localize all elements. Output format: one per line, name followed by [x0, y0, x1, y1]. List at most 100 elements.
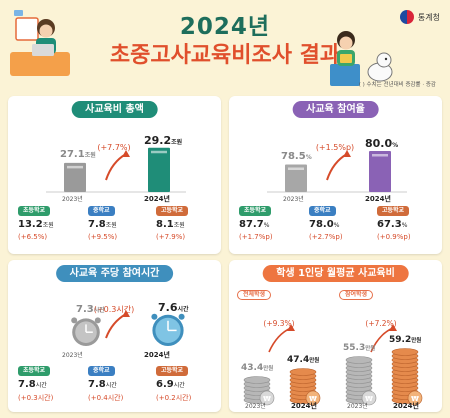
card-total-cost: 사교육비 총액 (+7.7%) 27.1조원 29.2조원 2023년 2024…: [8, 96, 221, 254]
student-with-dog-illustration: [330, 31, 393, 86]
survey-title: 초중고사교육비조사 결과: [109, 43, 341, 68]
won-coin-icon: [407, 390, 423, 406]
change-note: ( ) 수치는 전년대비 증감률 · 증감: [358, 82, 436, 88]
bar-highlight: [151, 150, 167, 154]
year-prev-label: 2023년: [62, 196, 83, 203]
bar-2023년: [285, 164, 307, 192]
coin-stack-2023년: [243, 376, 271, 384]
school-value: 78.0%: [309, 219, 340, 230]
bar-highlight: [67, 165, 83, 169]
monthly-year-label: 2024년: [291, 402, 317, 410]
school-change: (+7.9%): [156, 233, 186, 241]
agency-emblem-icon: [399, 10, 414, 24]
school-change: (+9.5%): [88, 233, 118, 241]
header: 2024년 초중고사교육비조사 결과 통계청 ( ) 수치는 전년대비 증감률 …: [0, 0, 450, 92]
school-value: 7.8시간: [88, 379, 117, 390]
card-title: 사교육비 총액: [71, 101, 158, 118]
coin-stack-2024년: [289, 368, 317, 376]
year-title: 2024년: [179, 14, 271, 40]
student-with-laptop-illustration: [10, 10, 70, 76]
school-label: 고등학교: [156, 206, 189, 216]
monthly-year-label: 2023년: [245, 403, 266, 410]
won-coin-icon: [361, 390, 377, 406]
card-weekly-hours: 사교육 주당 참여시간 (+0.3시간) 7.3시간 7.6시간 2023년 2…: [8, 260, 221, 412]
card-title: 사교육 주당 참여시간: [55, 265, 174, 282]
clock-bell: [151, 313, 158, 320]
participation-labels: 78.5% 80.0% 2023년 2024년: [229, 96, 442, 206]
school-label: 고등학교: [156, 366, 189, 376]
increase-arrow-head: [122, 150, 130, 157]
year-prev-label: 2023년: [62, 352, 83, 359]
value-curr: 80.0%: [365, 137, 399, 150]
won-symbol: ₩: [365, 395, 373, 403]
monthly-change-label: (+7.2%): [365, 319, 396, 328]
increase-arrow-head: [287, 324, 295, 331]
value-prev: 78.5%: [281, 150, 312, 162]
agency-name: 통계청: [417, 12, 440, 22]
school-change: (+1.7%p): [239, 233, 273, 241]
school-label: 중학교: [88, 206, 115, 216]
monthly-value: 59.2만원: [389, 334, 422, 345]
card-title: 사교육 참여율: [292, 101, 379, 118]
year-curr-label: 2024년: [144, 351, 170, 359]
weekly-hours-labels: 7.3시간 7.6시간 2023년 2024년: [8, 260, 221, 360]
school-change: (+0.9%p): [377, 233, 411, 241]
monthly-value: 47.4만원: [287, 354, 320, 365]
value-prev: 7.3시간: [76, 304, 105, 316]
card-participation: 사교육 참여율 (+1.5%p) 78.5% 80.0% 2023년 2024년…: [229, 96, 442, 254]
change-label: (+1.5%p): [316, 143, 354, 152]
bar-2024년: [148, 147, 170, 192]
school-change: (+0.3시간): [18, 394, 54, 402]
weekly-hours-chart: (+0.3시간): [71, 304, 185, 346]
monthly-year-label: 2023년: [347, 403, 368, 410]
school-value: 67.3%: [377, 219, 408, 230]
won-coin-icon: [305, 390, 321, 406]
school-label: 초등학교: [239, 206, 272, 216]
year-prev-label: 2023년: [283, 196, 304, 203]
school-value: 87.7%: [239, 219, 270, 230]
change-label: (+7.7%): [97, 143, 130, 152]
bar-2024년: [369, 151, 391, 192]
school-label: 초등학교: [18, 366, 51, 376]
change-label: (+0.3시간): [94, 304, 134, 314]
year-curr-label: 2024년: [144, 195, 170, 203]
bar-highlight: [372, 154, 388, 157]
school-change: (+2.7%p): [309, 233, 343, 241]
coin-stack-2023년: [345, 356, 373, 364]
participation-chart: (+1.5%p): [267, 143, 407, 193]
monthly-year-label: 2024년: [393, 402, 419, 410]
total-cost-labels: 27.1조원 29.2조원 2023년 2024년: [8, 96, 221, 206]
clock-bell: [94, 317, 101, 324]
won-symbol: ₩: [309, 395, 317, 403]
school-value: 8.1조원: [156, 219, 185, 230]
school-change: (+0.2시간): [156, 394, 192, 402]
bar-2023년: [64, 162, 86, 192]
increase-arrow-head: [122, 310, 130, 317]
won-symbol: ₩: [411, 395, 419, 403]
total-cost-chart: (+7.7%): [46, 143, 186, 193]
school-change: (+6.5%): [18, 233, 48, 241]
value-curr: 7.6시간: [158, 300, 189, 314]
increase-arrow-head: [343, 150, 351, 157]
monthly-cost-chart: ₩ ₩ (+9.3%) ₩ ₩ (+7.2%): [243, 319, 423, 406]
school-value: 7.8시간: [18, 379, 47, 390]
school-value: 13.2조원: [18, 219, 54, 230]
increase-arrow-head: [389, 324, 397, 331]
school-value: 6.9시간: [156, 379, 185, 390]
monthly-value: 43.4만원: [241, 362, 274, 373]
bar-highlight: [288, 167, 304, 170]
coin-stack-2024년: [391, 348, 419, 356]
school-value: 7.8조원: [88, 219, 117, 230]
monthly-change-label: (+9.3%): [263, 319, 294, 328]
value-curr: 29.2조원: [144, 133, 183, 147]
value-prev: 27.1조원: [60, 148, 96, 160]
clock-bell: [71, 317, 78, 324]
school-label: 중학교: [88, 366, 115, 376]
participants-tag: 참여학생: [339, 290, 374, 300]
clock-bell: [178, 313, 185, 320]
year-curr-label: 2024년: [365, 195, 391, 203]
school-change: (+0.4시간): [88, 394, 124, 402]
card-title: 학생 1인당 월평균 사교육비: [262, 265, 409, 282]
school-label: 초등학교: [18, 206, 51, 216]
monthly-value: 55.3만원: [343, 342, 376, 353]
